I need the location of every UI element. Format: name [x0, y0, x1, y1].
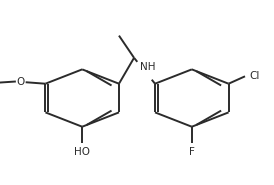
Text: HO: HO — [74, 147, 90, 157]
Text: O: O — [17, 77, 25, 87]
Text: F: F — [189, 147, 195, 157]
Text: Cl: Cl — [249, 71, 259, 81]
Text: NH: NH — [139, 62, 155, 72]
